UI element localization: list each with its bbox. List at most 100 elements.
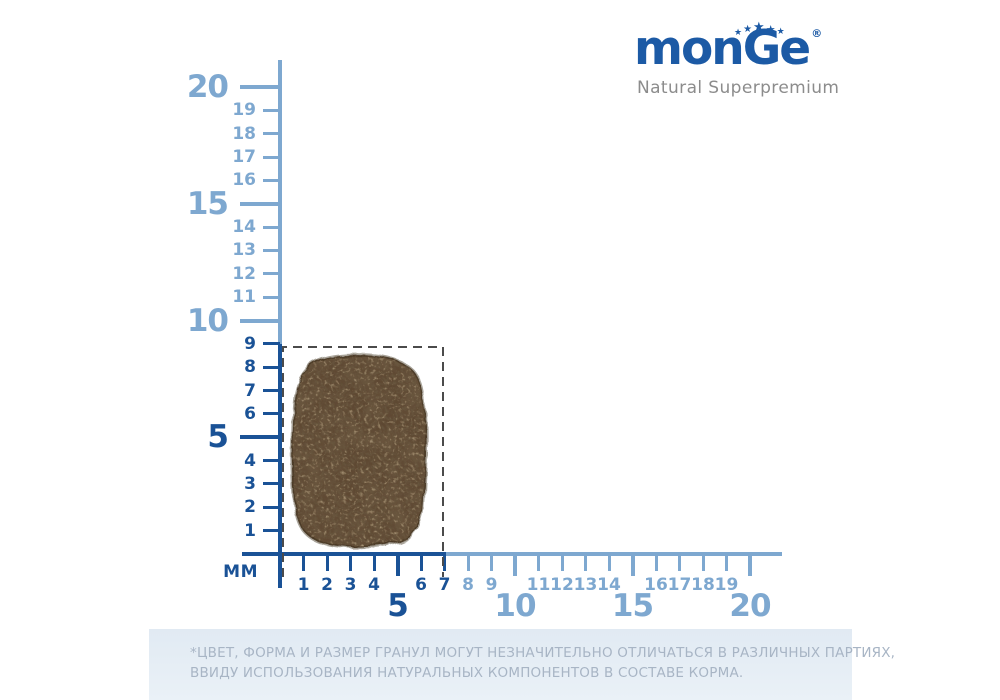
h-tick-label-16: 16: [644, 575, 668, 595]
v-tick-label-17: 17: [232, 147, 256, 168]
h-tick-8: [466, 552, 470, 571]
v-tick-19: [263, 108, 280, 112]
registered-trademark-icon: ®: [811, 27, 823, 40]
h-tick-label-1: 1: [297, 575, 310, 595]
h-tick-13: [584, 552, 587, 571]
v-tick-label-16: 16: [232, 170, 256, 191]
unit-label: MM: [223, 562, 258, 582]
v-tick-label-8: 8: [244, 357, 256, 378]
v-tick-label-20: 20: [186, 69, 229, 105]
h-tick-label-13: 13: [573, 575, 598, 595]
kibble-texture: [292, 354, 426, 548]
v-tick-8: [263, 365, 280, 369]
h-tick-label-19: 19: [714, 575, 739, 595]
v-tick-label-12: 12: [232, 263, 256, 284]
h-tick-label-14: 14: [597, 575, 621, 595]
v-tick-label-9: 9: [244, 333, 256, 354]
h-tick-label-10: 10: [494, 588, 536, 624]
v-tick-label-13: 13: [232, 240, 256, 261]
h-tick-16: [654, 552, 658, 571]
v-tick-15: [240, 201, 280, 206]
v-tick-11: [263, 295, 280, 299]
h-tick-9: [490, 552, 493, 571]
star-icon: ★: [776, 27, 785, 37]
v-tick-3: [263, 482, 280, 486]
v-tick-9: [263, 342, 280, 346]
v-tick-label-4: 4: [244, 450, 256, 471]
brand-logo: ★ ★ ★ ★ ★ monGe ® Natural Superpremium: [630, 20, 840, 105]
h-tick-3: [349, 552, 352, 571]
h-tick-label-17: 17: [667, 575, 692, 595]
h-tick-label-12: 12: [550, 575, 574, 595]
v-tick-12: [263, 272, 280, 276]
h-tick-label-3: 3: [344, 575, 357, 595]
v-tick-4: [263, 459, 280, 463]
v-tick-label-10: 10: [186, 302, 229, 339]
h-tick-2: [325, 552, 329, 571]
v-tick-label-3: 3: [244, 473, 256, 494]
h-tick-12: [560, 552, 564, 571]
kibble-outline: [290, 353, 428, 549]
h-tick-label-6: 6: [415, 575, 427, 595]
h-tick-label-4: 4: [368, 575, 380, 595]
v-tick-label-2: 2: [244, 497, 256, 518]
v-tick-label-6: 6: [244, 403, 256, 424]
v-tick-label-14: 14: [232, 217, 256, 238]
v-tick-7: [263, 389, 280, 393]
logo-stars-icon: ★ ★ ★ ★ ★: [734, 20, 786, 38]
v-tick-20: [240, 85, 280, 89]
h-tick-17: [678, 552, 681, 571]
h-tick-label-7: 7: [438, 575, 451, 595]
h-tick-label-11: 11: [526, 575, 551, 595]
v-tick-1: [263, 529, 280, 533]
v-tick-16: [263, 178, 280, 182]
v-tick-14: [263, 225, 280, 229]
h-tick-label-9: 9: [485, 575, 498, 595]
h-tick-label-2: 2: [321, 575, 333, 595]
v-tick-6: [263, 412, 280, 416]
v-tick-label-18: 18: [232, 123, 256, 144]
kibble-photo: [290, 353, 428, 549]
h-tick-label-8: 8: [462, 575, 474, 595]
star-icon: ★: [753, 20, 765, 35]
v-tick-13: [263, 248, 280, 252]
v-tick-17: [263, 155, 280, 159]
h-tick-4: [372, 552, 376, 571]
v-tick-label-11: 11: [232, 287, 256, 308]
h-tick-11: [537, 552, 540, 571]
h-tick-18: [701, 552, 705, 571]
disclaimer-line2: ВВИДУ ИСПОЛЬЗОВАНИЯ НАТУРАЛЬНЫХ КОМПОНЕН…: [190, 665, 744, 681]
h-axis-line-left: [242, 552, 445, 556]
h-tick-19: [725, 552, 728, 571]
h-tick-label-20: 20: [729, 588, 771, 624]
v-axis-line-upper: [278, 60, 282, 344]
h-tick-label-5: 5: [387, 588, 409, 624]
v-tick-5: [240, 435, 280, 440]
h-tick-15: [630, 552, 635, 576]
v-tick-2: [263, 505, 280, 509]
v-tick-label-19: 19: [232, 100, 256, 121]
star-icon: ★: [743, 24, 753, 35]
v-tick-label-5: 5: [207, 419, 229, 456]
v-tick-label-15: 15: [186, 185, 229, 222]
disclaimer-line1: *ЦВЕТ, ФОРМА И РАЗМЕР ГРАНУЛ МОГУТ НЕЗНА…: [190, 645, 896, 661]
h-tick-20: [748, 552, 752, 576]
v-tick-label-7: 7: [244, 380, 256, 401]
disclaimer-band: *ЦВЕТ, ФОРМА И РАЗМЕР ГРАНУЛ МОГУТ НЕЗНА…: [149, 629, 896, 700]
h-tick-7: [443, 552, 446, 571]
h-tick-label-15: 15: [611, 588, 654, 624]
h-tick-1: [302, 552, 305, 571]
brand-wordmark-row: monGe ®: [634, 21, 823, 76]
brand-wordmark: monGe: [634, 21, 811, 76]
h-tick-14: [607, 552, 611, 571]
v-tick-label-1: 1: [244, 520, 256, 541]
brand-tagline: Natural Superpremium: [637, 78, 840, 98]
h-axis-line-right: [444, 552, 782, 556]
h-tick-6: [419, 552, 423, 571]
v-axis-line-lower: [278, 343, 282, 588]
v-tick-18: [263, 132, 280, 136]
h-tick-label-18: 18: [691, 575, 715, 595]
h-tick-5: [395, 552, 400, 576]
